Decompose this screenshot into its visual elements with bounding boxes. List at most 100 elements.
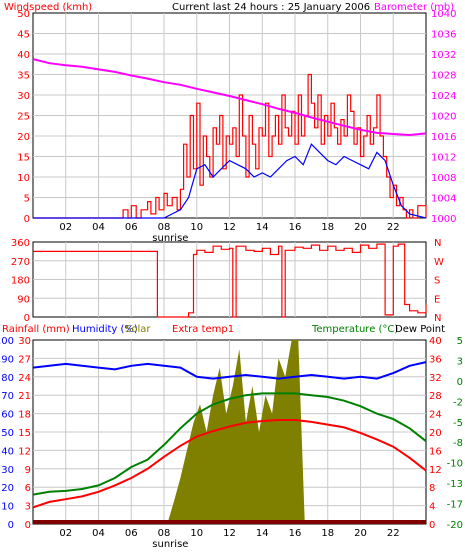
x-tick-label: 16 xyxy=(289,528,302,539)
rain-y-tick: 9 xyxy=(25,465,31,476)
humidity-axis-label: Humidity (%) xyxy=(72,324,138,335)
wind-y-tick: 5 xyxy=(24,194,30,205)
temp-y-tick: 40 xyxy=(429,336,442,347)
solar-label: Solar xyxy=(125,324,151,335)
dew-y-tick: 0 xyxy=(457,377,463,388)
humidity-y-tick: 60 xyxy=(1,410,14,421)
dew-y-tick: -5 xyxy=(453,418,463,429)
x-tick-label: 22 xyxy=(387,528,400,539)
x-tick-label: 16 xyxy=(289,222,302,233)
humidity-y-tick: 30 xyxy=(1,465,14,476)
x-tick-label: 02 xyxy=(59,528,72,539)
baro-y-tick: 1028 xyxy=(431,71,456,82)
dew-y-tick: -8 xyxy=(453,438,463,449)
dew-y-tick: -13 xyxy=(447,479,463,490)
compass-y-tick: N xyxy=(434,238,441,249)
dew-point-axis-label: Dew Point xyxy=(395,324,445,335)
temp-y-tick: 0 xyxy=(429,520,435,531)
baro-y-tick: 1016 xyxy=(431,132,456,143)
x-tick-label: 20 xyxy=(354,528,367,539)
extra-temp-label: Extra temp1 xyxy=(172,324,234,335)
direction-y-tick: 360 xyxy=(11,238,30,249)
temperature-axis-label: Temperature (°C) xyxy=(311,324,398,335)
wind-y-tick: 25 xyxy=(17,112,30,123)
sunrise-label: sunrise xyxy=(152,539,188,550)
baro-y-tick: 1012 xyxy=(431,153,456,164)
temp-y-tick: 36 xyxy=(429,354,442,365)
direction-y-tick: 180 xyxy=(11,276,30,287)
baro-y-tick: 1024 xyxy=(431,91,456,102)
temp-y-tick: 4 xyxy=(429,502,435,513)
sunrise-label: sunrise xyxy=(152,233,188,244)
x-tick-label: 04 xyxy=(92,528,105,539)
dew-y-tick: -17 xyxy=(447,500,463,511)
x-tick-label: 14 xyxy=(256,222,269,233)
x-tick-label: 06 xyxy=(125,222,138,233)
baro-y-tick: 1040 xyxy=(431,9,456,20)
humidity-y-tick: 80 xyxy=(1,373,14,384)
wind-y-tick: 20 xyxy=(17,132,30,143)
dew-y-tick: 5 xyxy=(457,336,463,347)
temp-y-tick: 28 xyxy=(429,391,442,402)
temp-y-tick: 16 xyxy=(429,446,442,457)
rain-y-tick: 18 xyxy=(18,410,31,421)
direction-y-tick: 270 xyxy=(11,257,30,268)
humidity-y-tick: 100 xyxy=(0,336,14,347)
series-red-line xyxy=(33,73,427,219)
compass-y-tick: E xyxy=(434,294,440,305)
baro-y-tick: 1004 xyxy=(431,194,456,205)
series-magenta-line xyxy=(32,58,427,137)
x-tick-label: 10 xyxy=(190,528,203,539)
rainfall-axis-label: Rainfall (mm) xyxy=(2,324,70,335)
rain-y-tick: 27 xyxy=(18,354,31,365)
temp-y-tick: 20 xyxy=(429,428,442,439)
compass-y-tick: W xyxy=(434,257,444,268)
temp-y-tick: 12 xyxy=(429,465,442,476)
wind-y-tick: 10 xyxy=(17,173,30,184)
wind-y-tick: 40 xyxy=(17,50,30,61)
x-tick-label: 18 xyxy=(321,222,334,233)
x-tick-label: 22 xyxy=(387,222,400,233)
rain-y-tick: 30 xyxy=(18,336,31,347)
rain-y-tick: 6 xyxy=(25,483,31,494)
x-tick-label: 12 xyxy=(223,222,236,233)
wind-panel: Windspeed (kmh) Current last 24 hours : … xyxy=(4,2,456,244)
temp-y-tick: 8 xyxy=(429,483,435,494)
x-tick-label: 08 xyxy=(158,528,171,539)
x-tick-label: 08 xyxy=(158,222,171,233)
baro-y-tick: 1000 xyxy=(431,214,456,225)
x-tick-label: 04 xyxy=(92,222,105,233)
rain-y-tick: 3 xyxy=(25,502,31,513)
x-tick-label: 12 xyxy=(223,528,236,539)
series-blue-line xyxy=(33,143,427,219)
series-direction-line xyxy=(33,243,427,318)
humidity-y-tick: 10 xyxy=(1,502,14,513)
series-red-line xyxy=(32,419,427,509)
x-tick-label: 14 xyxy=(256,528,269,539)
dew-y-tick: -2 xyxy=(453,397,463,408)
barometer-axis-label: Barometer (mb) xyxy=(374,2,454,13)
baro-y-tick: 1036 xyxy=(431,30,456,41)
series-solar-area xyxy=(33,340,426,524)
compass-y-tick: S xyxy=(434,276,440,287)
windspeed-axis-label: Windspeed (kmh) xyxy=(4,2,92,13)
rain-y-tick: 12 xyxy=(18,446,31,457)
series-rainfall-bar xyxy=(33,520,426,524)
compass-y-tick: N xyxy=(434,313,441,324)
x-tick-label: 06 xyxy=(125,528,138,539)
wind-y-tick: 45 xyxy=(17,30,30,41)
humidity-y-tick: 20 xyxy=(1,483,14,494)
humidity-temp-panel: Rainfall (mm) Humidity (%) Solar Extra t… xyxy=(0,324,463,550)
temp-y-tick: 24 xyxy=(429,410,442,421)
baro-y-tick: 1008 xyxy=(431,173,456,184)
rain-y-tick: 24 xyxy=(18,373,31,384)
humidity-y-tick: 90 xyxy=(1,354,14,365)
series-blue-line xyxy=(32,361,427,380)
baro-y-tick: 1020 xyxy=(431,112,456,123)
x-tick-label: 18 xyxy=(321,528,334,539)
humidity-y-tick: 50 xyxy=(1,428,14,439)
series-green-line xyxy=(32,392,427,496)
